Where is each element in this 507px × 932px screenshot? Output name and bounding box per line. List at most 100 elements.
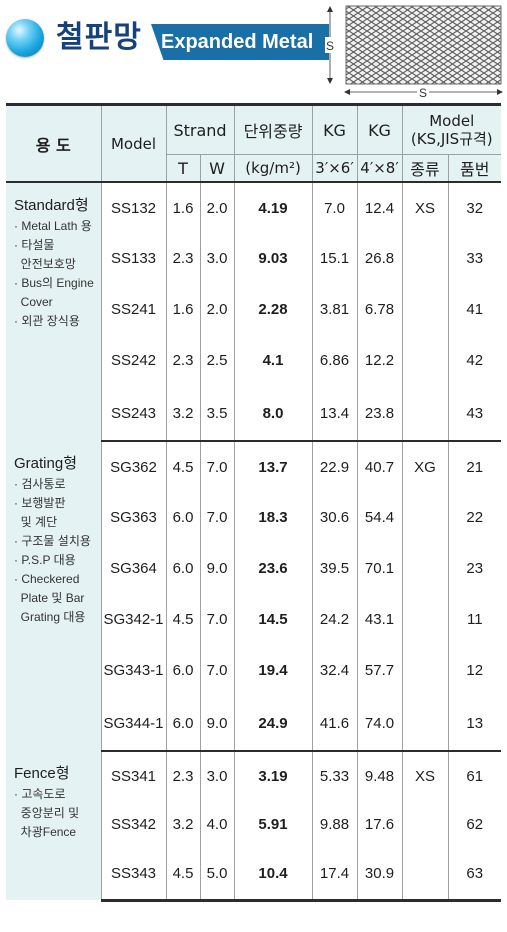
kg-4x8-cell: 12.2: [357, 335, 403, 386]
table-row: SS242 2.3 2.5 4.1 6.86 12.2 42: [6, 335, 501, 386]
number-cell: 33: [466, 250, 484, 267]
number-cell: 62: [466, 816, 484, 833]
kg-4x8-cell: 6.78: [357, 284, 403, 335]
use-item: · 외관 장식용: [14, 314, 80, 328]
kind-cell: [402, 645, 449, 696]
number-cell: 41: [466, 301, 484, 318]
use-item: Grating 대용: [14, 610, 86, 624]
strand-w-cell: 7.0: [200, 441, 235, 492]
table-row: Grating형 · 검사통로 · 보행발판 및 계단 · 구조물 설치용 · P.S.…: [6, 441, 501, 751]
model-cell: SG362: [101, 441, 167, 492]
strand-t-cell: 4.5: [166, 441, 201, 492]
col-use: 용 도: [6, 103, 102, 183]
kg-4x8-cell: 23.8: [357, 386, 403, 442]
kg-3x6-cell: 5.33: [312, 751, 358, 800]
use-item: · 검사통로: [14, 477, 66, 491]
col-kg1-size: 3′×6′: [312, 154, 358, 183]
kg-3x6-cell: 6.86: [312, 335, 358, 386]
kind-cell: [402, 543, 449, 594]
table-row: Standard형 · Metal Lath 용 · 타설물 안전보호망 · Bus의…: [6, 182, 501, 441]
strand-w-cell: 2.0: [200, 284, 235, 335]
use-item: · P.S.P 대용: [14, 553, 76, 567]
model-cell: SS242: [101, 335, 167, 386]
use-item: Cover: [14, 295, 53, 309]
use-item: · 고속도로: [14, 787, 66, 801]
number-cell: 61: [466, 767, 484, 785]
spec-table-wrap: 용 도 Model Strand 단위중량 KG KG Model (KS,JI…: [6, 103, 502, 927]
unit-weight-cell: 3.19: [234, 751, 313, 800]
strand-t-cell: 2.3: [166, 335, 201, 386]
col-std-model-title: Model: [429, 112, 475, 130]
kg-4x8-cell: 26.8: [357, 233, 403, 284]
unit-weight-cell: 24.9: [234, 696, 313, 752]
unit-weight-cell: 8.0: [234, 386, 313, 442]
kind-cell: [402, 284, 449, 335]
kg-3x6-cell: 30.6: [312, 492, 358, 543]
col-strand-w: W: [200, 154, 235, 183]
col-strand: Strand: [166, 103, 235, 155]
strand-w-cell: 2.5: [200, 335, 235, 386]
table-row: SG363 6.0 7.0 18.3 30.6 54.4 22: [6, 492, 501, 543]
diagram-label-bottom: S: [419, 86, 427, 100]
model-cell: SS341: [101, 751, 167, 800]
table-row: SG342-1 4.5 7.0 14.5 24.2 43.1 11: [6, 594, 501, 645]
kind-cell: [402, 594, 449, 645]
use-group-title: Grating형: [14, 455, 77, 472]
kg-4x8-cell: 9.48: [357, 751, 403, 800]
strand-t-cell: 2.3: [166, 233, 201, 284]
use-item: · Checkered: [14, 572, 80, 586]
unit-weight-cell: 2.28: [234, 284, 313, 335]
model-cell: SS241: [101, 284, 167, 335]
page-title: 철판망: [56, 20, 142, 55]
table-row: SS342 3.2 4.0 5.91 9.88 17.6 62: [6, 800, 501, 849]
strand-t-cell: 3.2: [166, 386, 201, 442]
use-item: 안전보호망: [14, 257, 76, 271]
strand-w-cell: 3.0: [200, 751, 235, 800]
use-item: 및 계단: [14, 515, 58, 529]
model-cell: SG343-1: [101, 645, 167, 696]
table-row: SS241 1.6 2.0 2.28 3.81 6.78 41: [6, 284, 501, 335]
kg-4x8-cell: 40.7: [357, 441, 403, 492]
kind-cell: [402, 233, 449, 284]
kg-4x8-cell: 12.4: [357, 182, 403, 233]
strand-t-cell: 3.2: [166, 800, 201, 849]
number-cell: 43: [448, 386, 502, 442]
kg-3x6-cell: 41.6: [312, 696, 358, 752]
number-cell: 11: [466, 611, 483, 628]
diagram-label-side: S: [326, 39, 334, 53]
unit-weight-cell: 9.03: [234, 233, 313, 284]
expanded-metal-diagram: S S: [325, 5, 503, 100]
table-row: Fence형 · 고속도로 중앙분리 및 차광Fence SS341 2.3 3.0 3.…: [6, 751, 501, 900]
model-cell: SG364: [101, 543, 167, 594]
table-row: SS133 2.3 3.0 9.03 15.1 26.8 33: [6, 233, 501, 284]
kg-4x8-cell: 70.1: [357, 543, 403, 594]
use-item: Plate 및 Bar: [14, 591, 85, 605]
kg-3x6-cell: 32.4: [312, 645, 358, 696]
model-cell: SS342: [101, 800, 167, 849]
strand-t-cell: 2.3: [166, 751, 201, 800]
strand-w-cell: 3.0: [200, 233, 235, 284]
model-cell: SG363: [101, 492, 167, 543]
number-cell: 63: [448, 849, 502, 902]
kg-4x8-cell: 74.0: [357, 696, 403, 752]
use-cell: Grating형 · 검사통로 · 보행발판 및 계단 · 구조물 설치용 · P.S.…: [6, 441, 102, 751]
unit-weight-cell: 13.7: [234, 441, 313, 492]
blue-ball-icon: [6, 19, 44, 57]
col-kg2: KG: [357, 103, 403, 155]
strand-t-cell: 4.5: [166, 849, 201, 902]
col-unit-weight: 단위중량: [234, 103, 313, 155]
unit-weight-cell: 23.6: [234, 543, 313, 594]
table-row: SG344-1 6.0 9.0 24.9 41.6 74.0 13: [6, 696, 502, 752]
use-item: 차광Fence: [14, 825, 77, 839]
strand-t-cell: 4.5: [166, 594, 201, 645]
strand-t-cell: 6.0: [166, 492, 201, 543]
use-cell: Standard형 · Metal Lath 용 · 타설물 안전보호망 · Bus의…: [6, 182, 102, 441]
strand-t-cell: 6.0: [166, 696, 201, 752]
table-row: SG364 6.0 9.0 23.6 39.5 70.1 23: [6, 543, 501, 594]
use-item: · 구조물 설치용: [14, 534, 91, 548]
use-item: · 보행발판: [14, 496, 66, 510]
col-kg2-size: 4′×8′: [357, 154, 403, 183]
model-cell: SS243: [101, 386, 167, 442]
strand-w-cell: 5.0: [200, 849, 235, 902]
kind-cell: [402, 696, 449, 752]
